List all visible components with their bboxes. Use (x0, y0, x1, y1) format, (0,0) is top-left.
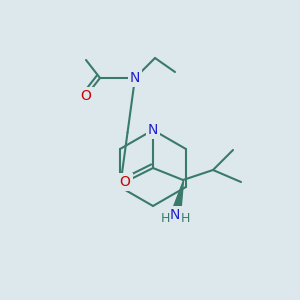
Text: N: N (148, 123, 158, 137)
Text: N: N (130, 71, 140, 85)
Text: O: O (120, 175, 130, 189)
Text: N: N (170, 208, 180, 222)
Text: H: H (160, 212, 170, 226)
Text: O: O (81, 89, 92, 103)
Text: H: H (180, 212, 190, 226)
